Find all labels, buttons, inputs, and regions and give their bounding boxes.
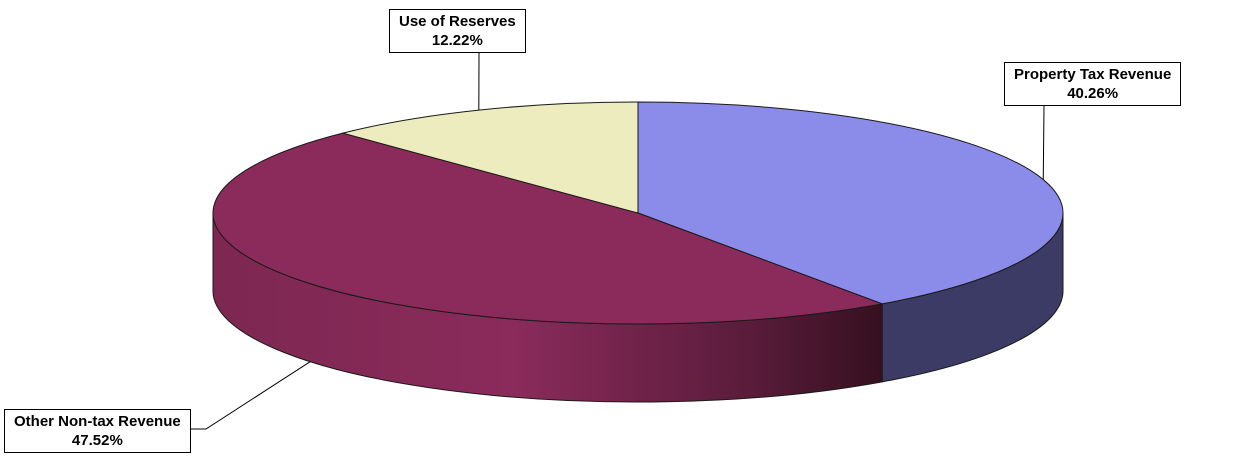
label-use-of-reserves-name: Use of Reserves bbox=[399, 13, 516, 30]
label-use-of-reserves-value: 12.22% bbox=[431, 32, 483, 49]
leader-line-property-tax-revenue bbox=[1042, 105, 1045, 180]
label-other-non-tax-revenue: Other Non-tax Revenue 47.52% bbox=[4, 409, 191, 453]
label-other-non-tax-revenue-name: Other Non-tax Revenue bbox=[14, 413, 181, 430]
label-property-tax-revenue-name: Property Tax Revenue bbox=[1014, 66, 1172, 83]
label-property-tax-revenue: Property Tax Revenue 40.26% bbox=[1004, 62, 1182, 106]
leader-line-other-non-tax-revenue bbox=[191, 361, 311, 430]
pie-slice-other-non-tax-revenue bbox=[212, 132, 885, 325]
label-other-non-tax-revenue-value: 47.52% bbox=[71, 432, 123, 449]
label-use-of-reserves: Use of Reserves 12.22% bbox=[389, 9, 526, 53]
label-property-tax-revenue-value: 40.26% bbox=[1067, 85, 1119, 102]
pie-slice-use-of-reserves bbox=[340, 101, 639, 214]
pie-slice-property-tax-revenue bbox=[637, 101, 1064, 305]
